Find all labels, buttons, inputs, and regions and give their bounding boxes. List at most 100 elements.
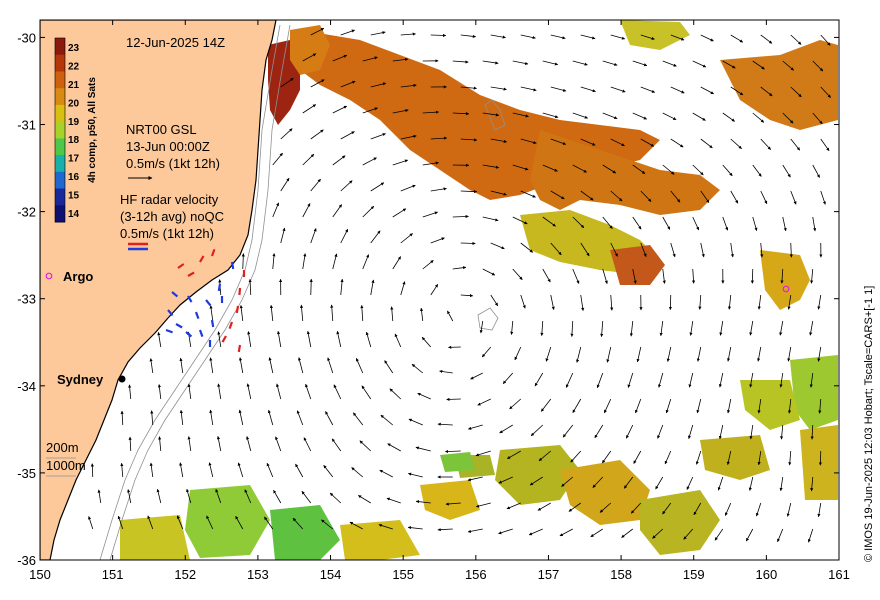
sst-yellow-s7	[340, 520, 420, 560]
current-arrow	[407, 526, 423, 530]
current-arrow	[370, 82, 387, 88]
current-arrow	[506, 502, 521, 510]
current-arrow	[437, 422, 453, 426]
current-arrow	[292, 517, 304, 530]
current-arrow	[340, 180, 353, 192]
current-arrow	[237, 462, 244, 478]
current-arrow	[632, 60, 648, 67]
current-arrow	[640, 86, 656, 93]
current-arrow	[437, 528, 453, 532]
current-arrow	[590, 528, 603, 538]
current-arrow	[602, 60, 618, 66]
sst-olive-s1	[495, 445, 580, 505]
current-arrow	[689, 320, 694, 336]
colorbar-tick-label: 22	[68, 61, 80, 72]
current-arrow	[323, 465, 334, 478]
hf-radar-arrow	[177, 263, 185, 269]
current-arrow	[460, 189, 478, 194]
current-arrow	[700, 34, 714, 42]
current-arrow	[779, 320, 784, 336]
current-arrow	[817, 502, 822, 518]
current-arrow	[700, 190, 710, 203]
current-arrow	[490, 190, 507, 196]
current-arrow	[636, 346, 642, 363]
y-tick-label: -34	[17, 379, 36, 394]
depth-label-200: 200m	[46, 440, 79, 455]
current-arrow	[370, 133, 386, 140]
current-arrow	[490, 294, 499, 307]
sst-orange-n	[290, 25, 330, 75]
current-arrow	[407, 472, 423, 478]
y-tick-label: -31	[17, 118, 36, 133]
current-arrow	[629, 320, 634, 337]
current-arrow	[509, 398, 522, 410]
current-arrow	[782, 164, 791, 178]
current-arrow	[333, 384, 342, 400]
current-arrow	[217, 383, 222, 400]
hf-radar-arrow	[167, 309, 174, 317]
current-arrow	[520, 34, 536, 40]
current-arrow	[820, 138, 830, 152]
current-arrow	[295, 463, 304, 478]
current-arrow	[361, 385, 372, 400]
colorbar-tick-label: 21	[68, 80, 80, 91]
current-arrow	[666, 346, 672, 362]
current-arrow	[540, 398, 552, 412]
current-arrow	[280, 177, 290, 192]
current-arrow	[246, 383, 252, 400]
current-arrow	[306, 330, 312, 348]
current-arrow	[215, 488, 222, 504]
current-arrow	[542, 112, 559, 119]
current-arrow	[640, 34, 655, 40]
current-arrow	[657, 424, 664, 439]
current-arrow	[120, 410, 124, 426]
map-title: 12-Jun-2025 14Z	[126, 35, 225, 50]
current-arrow	[332, 204, 343, 218]
current-arrow	[790, 190, 797, 205]
sst-yellow-s8	[420, 480, 480, 520]
current-arrow	[625, 424, 634, 439]
colorbar-segment	[55, 88, 65, 106]
current-arrow	[820, 190, 826, 205]
current-arrow	[683, 528, 694, 540]
current-arrow	[400, 83, 417, 88]
current-arrow	[779, 476, 784, 492]
sst-yellow-e	[800, 425, 838, 500]
current-arrow	[580, 242, 590, 257]
current-arrow	[623, 476, 634, 489]
current-arrow	[722, 216, 729, 231]
current-arrow	[790, 86, 802, 98]
hf-radar-arrow	[187, 271, 195, 277]
current-arrow	[332, 155, 346, 166]
current-arrow	[580, 86, 596, 93]
nrt-label-2: 13-Jun 00:00Z	[126, 139, 210, 154]
current-arrow	[760, 242, 764, 258]
current-arrow	[340, 131, 355, 140]
current-arrow	[512, 216, 528, 225]
current-arrow	[520, 190, 536, 198]
current-arrow	[309, 278, 313, 296]
current-arrow	[452, 266, 467, 270]
sst-green-e2	[740, 380, 800, 430]
current-arrow	[603, 398, 612, 414]
hf-radar-arrow	[235, 305, 240, 314]
current-arrow	[389, 388, 402, 400]
current-arrow	[576, 346, 582, 363]
current-arrow	[540, 320, 544, 337]
current-arrow	[602, 268, 608, 285]
current-arrow	[467, 476, 483, 482]
current-arrow	[419, 307, 424, 322]
current-arrow	[238, 409, 244, 426]
current-arrow	[241, 253, 245, 270]
hf-radar-arrow	[217, 283, 222, 292]
current-arrow	[550, 138, 567, 145]
current-arrow	[299, 304, 304, 322]
sst-warm-north	[720, 40, 838, 130]
sst-yellow-3	[620, 20, 690, 50]
current-arrow	[179, 409, 184, 426]
colorbar-segment	[55, 155, 65, 173]
current-arrow	[786, 502, 792, 517]
current-arrow	[362, 205, 375, 218]
current-arrow	[415, 500, 431, 504]
current-arrow	[325, 411, 334, 426]
